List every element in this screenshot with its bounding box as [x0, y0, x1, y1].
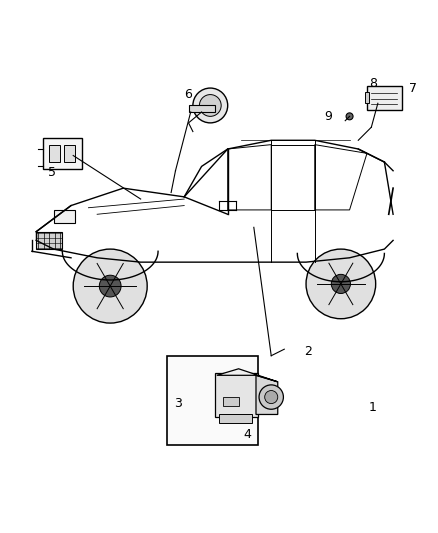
FancyBboxPatch shape — [43, 138, 82, 168]
Bar — [219, 415, 252, 423]
Bar — [49, 144, 60, 162]
Polygon shape — [217, 369, 278, 382]
Bar — [223, 397, 239, 406]
Text: 1: 1 — [369, 401, 377, 415]
Bar — [64, 144, 75, 162]
Circle shape — [306, 249, 376, 319]
Circle shape — [265, 391, 278, 403]
Bar — [365, 92, 369, 103]
Circle shape — [73, 249, 147, 323]
Text: 7: 7 — [409, 82, 417, 94]
Bar — [167, 356, 258, 445]
FancyBboxPatch shape — [215, 373, 258, 417]
Bar — [188, 106, 215, 112]
Circle shape — [99, 275, 121, 297]
Polygon shape — [36, 232, 62, 249]
Circle shape — [331, 274, 350, 294]
Polygon shape — [256, 375, 278, 415]
Circle shape — [259, 385, 283, 409]
Text: 6: 6 — [184, 88, 192, 101]
Circle shape — [346, 113, 353, 120]
Text: 4: 4 — [244, 427, 251, 441]
FancyBboxPatch shape — [367, 86, 402, 110]
Text: 5: 5 — [48, 166, 56, 180]
Text: 9: 9 — [324, 110, 332, 123]
Circle shape — [193, 88, 228, 123]
Text: 3: 3 — [174, 397, 182, 410]
Circle shape — [199, 94, 221, 116]
Text: 8: 8 — [370, 77, 378, 90]
Text: 2: 2 — [304, 345, 312, 358]
Polygon shape — [53, 210, 75, 223]
